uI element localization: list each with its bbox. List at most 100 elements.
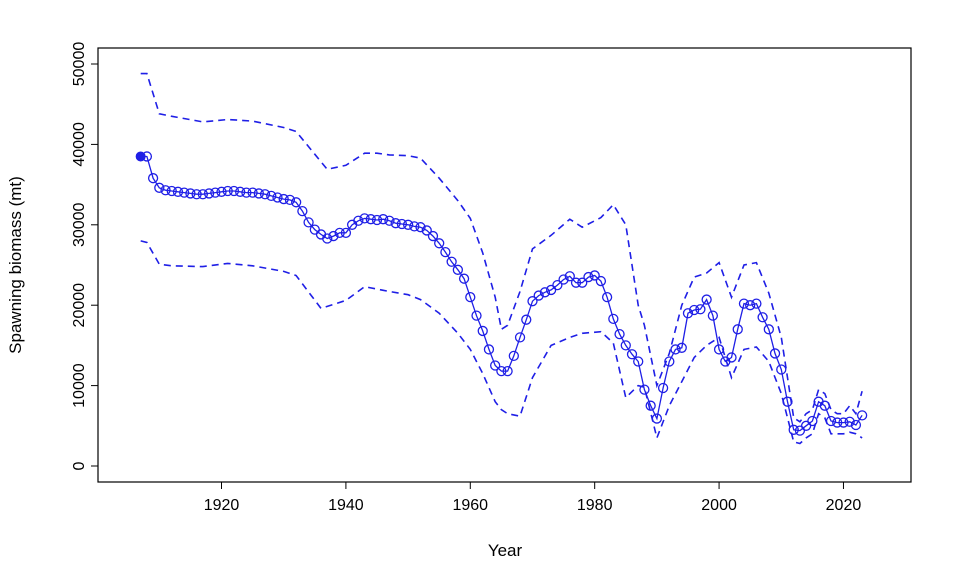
y-axis: 0 10000 20000 30000 40000 50000 bbox=[71, 42, 99, 470]
upper-interval-line bbox=[140, 72, 863, 423]
estimate-point bbox=[191, 189, 202, 200]
estimate-point bbox=[154, 182, 165, 193]
estimate-point bbox=[477, 325, 488, 337]
estimate-point bbox=[210, 187, 221, 198]
estimate-point bbox=[359, 213, 370, 224]
estimate-line bbox=[140, 155, 863, 432]
lower-interval-line bbox=[140, 240, 863, 445]
estimate-point bbox=[633, 356, 644, 367]
estimate-point bbox=[763, 324, 774, 335]
estimate-point bbox=[303, 217, 314, 228]
estimate-point bbox=[745, 300, 756, 311]
estimate-point bbox=[552, 279, 563, 291]
estimate-point bbox=[657, 382, 669, 394]
estimate-point bbox=[427, 230, 439, 242]
x-tick-label: 1940 bbox=[328, 497, 364, 514]
estimate-point bbox=[396, 218, 408, 230]
estimate-point bbox=[664, 356, 675, 367]
estimate-point bbox=[583, 271, 594, 283]
estimate-point bbox=[838, 417, 849, 428]
estimate-point bbox=[253, 188, 264, 199]
estimate-point bbox=[384, 215, 395, 226]
estimate-point bbox=[235, 186, 246, 197]
estimate-point bbox=[179, 187, 190, 198]
estimate-point bbox=[378, 214, 389, 225]
estimate-point bbox=[608, 313, 619, 325]
estimate-point bbox=[228, 185, 240, 197]
estimate-point bbox=[819, 400, 830, 411]
estimate-point bbox=[645, 400, 656, 411]
estimate-point bbox=[216, 186, 227, 197]
estimate-point bbox=[695, 304, 706, 315]
estimate-point bbox=[670, 344, 681, 355]
estimate-point bbox=[365, 214, 376, 225]
estimate-point bbox=[284, 194, 296, 206]
estimate-point bbox=[595, 275, 607, 287]
x-axis-title: Year bbox=[488, 541, 523, 560]
estimate-point bbox=[415, 222, 426, 233]
estimate-point bbox=[297, 205, 308, 217]
estimate-point bbox=[241, 187, 252, 198]
initial-point bbox=[135, 151, 146, 162]
estimate-point bbox=[732, 324, 743, 335]
estimate-point bbox=[769, 348, 781, 359]
estimate-point bbox=[160, 185, 171, 196]
estimate-point bbox=[589, 270, 600, 281]
estimate-point bbox=[259, 189, 271, 200]
estimate-point bbox=[334, 227, 345, 238]
estimate-point bbox=[701, 294, 712, 305]
estimate-point bbox=[272, 192, 283, 203]
x-tick-label: 2000 bbox=[701, 497, 737, 514]
x-tick-label: 2020 bbox=[826, 497, 862, 514]
estimate-point bbox=[409, 221, 420, 232]
estimate-point bbox=[751, 298, 762, 309]
y-tick-label: 20000 bbox=[71, 283, 88, 328]
estimate-point bbox=[689, 304, 700, 316]
y-tick-label: 40000 bbox=[71, 122, 88, 167]
y-tick-label: 30000 bbox=[71, 202, 88, 247]
estimate-point bbox=[483, 344, 495, 355]
estimate-point bbox=[496, 365, 507, 377]
estimate-point bbox=[440, 246, 451, 258]
estimate-point bbox=[639, 384, 650, 395]
estimate-point bbox=[726, 352, 737, 363]
estimate-point bbox=[278, 193, 289, 205]
estimate-point bbox=[527, 296, 538, 307]
estimate-point bbox=[682, 308, 694, 319]
x-axis: 1920 1940 1960 1980 2000 2020 bbox=[204, 481, 862, 514]
estimate-point bbox=[458, 273, 470, 284]
x-tick-label: 1920 bbox=[204, 497, 240, 514]
estimate-point bbox=[564, 271, 575, 282]
estimate-point bbox=[328, 230, 339, 242]
estimate-point bbox=[434, 238, 445, 249]
estimate-point bbox=[539, 287, 551, 298]
estimate-point bbox=[421, 225, 432, 236]
estimate-point bbox=[446, 256, 457, 267]
x-tick-label: 1960 bbox=[452, 497, 488, 514]
estimate-point bbox=[620, 340, 631, 351]
estimate-point bbox=[614, 328, 625, 340]
estimate-point bbox=[807, 415, 818, 427]
estimate-point bbox=[203, 188, 215, 199]
estimate-point bbox=[266, 190, 277, 202]
estimate-point bbox=[850, 419, 862, 431]
estimate-point bbox=[465, 292, 476, 303]
estimate-point bbox=[707, 310, 719, 321]
estimate-point bbox=[502, 365, 513, 377]
estimate-point bbox=[601, 292, 613, 303]
estimate-point bbox=[172, 186, 184, 197]
estimate-point bbox=[558, 274, 569, 285]
estimate-point bbox=[508, 350, 519, 362]
estimate-point bbox=[782, 396, 793, 407]
estimate-point bbox=[577, 277, 588, 288]
estimate-point bbox=[402, 219, 414, 230]
estimate-point bbox=[390, 218, 401, 229]
estimate-point bbox=[452, 264, 464, 275]
estimate-point bbox=[776, 364, 787, 375]
estimate-point bbox=[521, 314, 532, 325]
estimate-point bbox=[147, 173, 159, 184]
estimate-point bbox=[166, 185, 177, 197]
estimate-point bbox=[290, 197, 302, 208]
estimate-point bbox=[825, 415, 837, 427]
